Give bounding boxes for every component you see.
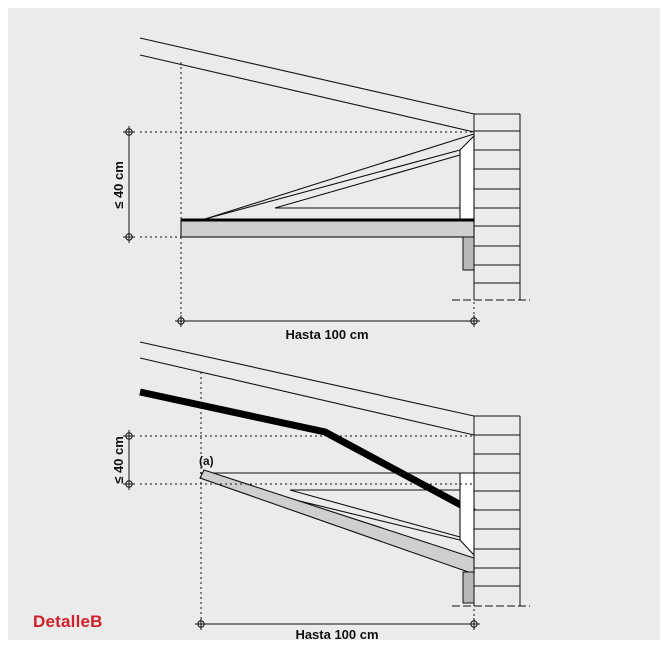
top-roof-line-upper bbox=[139, 37, 475, 115]
bottom-width-marker-right bbox=[467, 617, 481, 631]
top-roof-line-lower bbox=[139, 54, 475, 133]
top-bracket bbox=[204, 133, 475, 223]
top-height-marker-bottom bbox=[122, 230, 136, 244]
bottom-roof-line-upper bbox=[139, 341, 475, 417]
bottom-heavy-profile-line bbox=[139, 388, 476, 516]
top-detail: ≤ 40 cm Hasta 100 cm bbox=[111, 37, 530, 342]
bottom-height-label: ≤ 40 cm bbox=[111, 436, 126, 484]
top-height-marker-top bbox=[122, 125, 136, 139]
bottom-width-label: Hasta 100 cm bbox=[295, 627, 378, 642]
top-floor-slab bbox=[180, 219, 475, 238]
bottom-support-post bbox=[462, 571, 475, 604]
top-width-marker-right bbox=[467, 314, 481, 328]
bottom-sloped-slab bbox=[199, 469, 475, 575]
detail-caption: DetalleB bbox=[33, 612, 103, 631]
bottom-annotation-a: (a) bbox=[199, 454, 214, 468]
top-support-post bbox=[462, 236, 475, 271]
bottom-detail: ≤ 40 cm Hasta 100 cm (a) bbox=[111, 341, 530, 642]
top-width-label: Hasta 100 cm bbox=[285, 327, 368, 342]
top-height-label: ≤ 40 cm bbox=[111, 161, 126, 209]
top-dimension-extensions bbox=[140, 62, 475, 318]
bottom-width-marker-left bbox=[194, 617, 208, 631]
top-width-marker-left bbox=[174, 314, 188, 328]
bottom-roof-line-lower bbox=[139, 357, 475, 436]
diagram-panel bbox=[8, 8, 660, 640]
bottom-dimension-extensions bbox=[140, 372, 475, 622]
